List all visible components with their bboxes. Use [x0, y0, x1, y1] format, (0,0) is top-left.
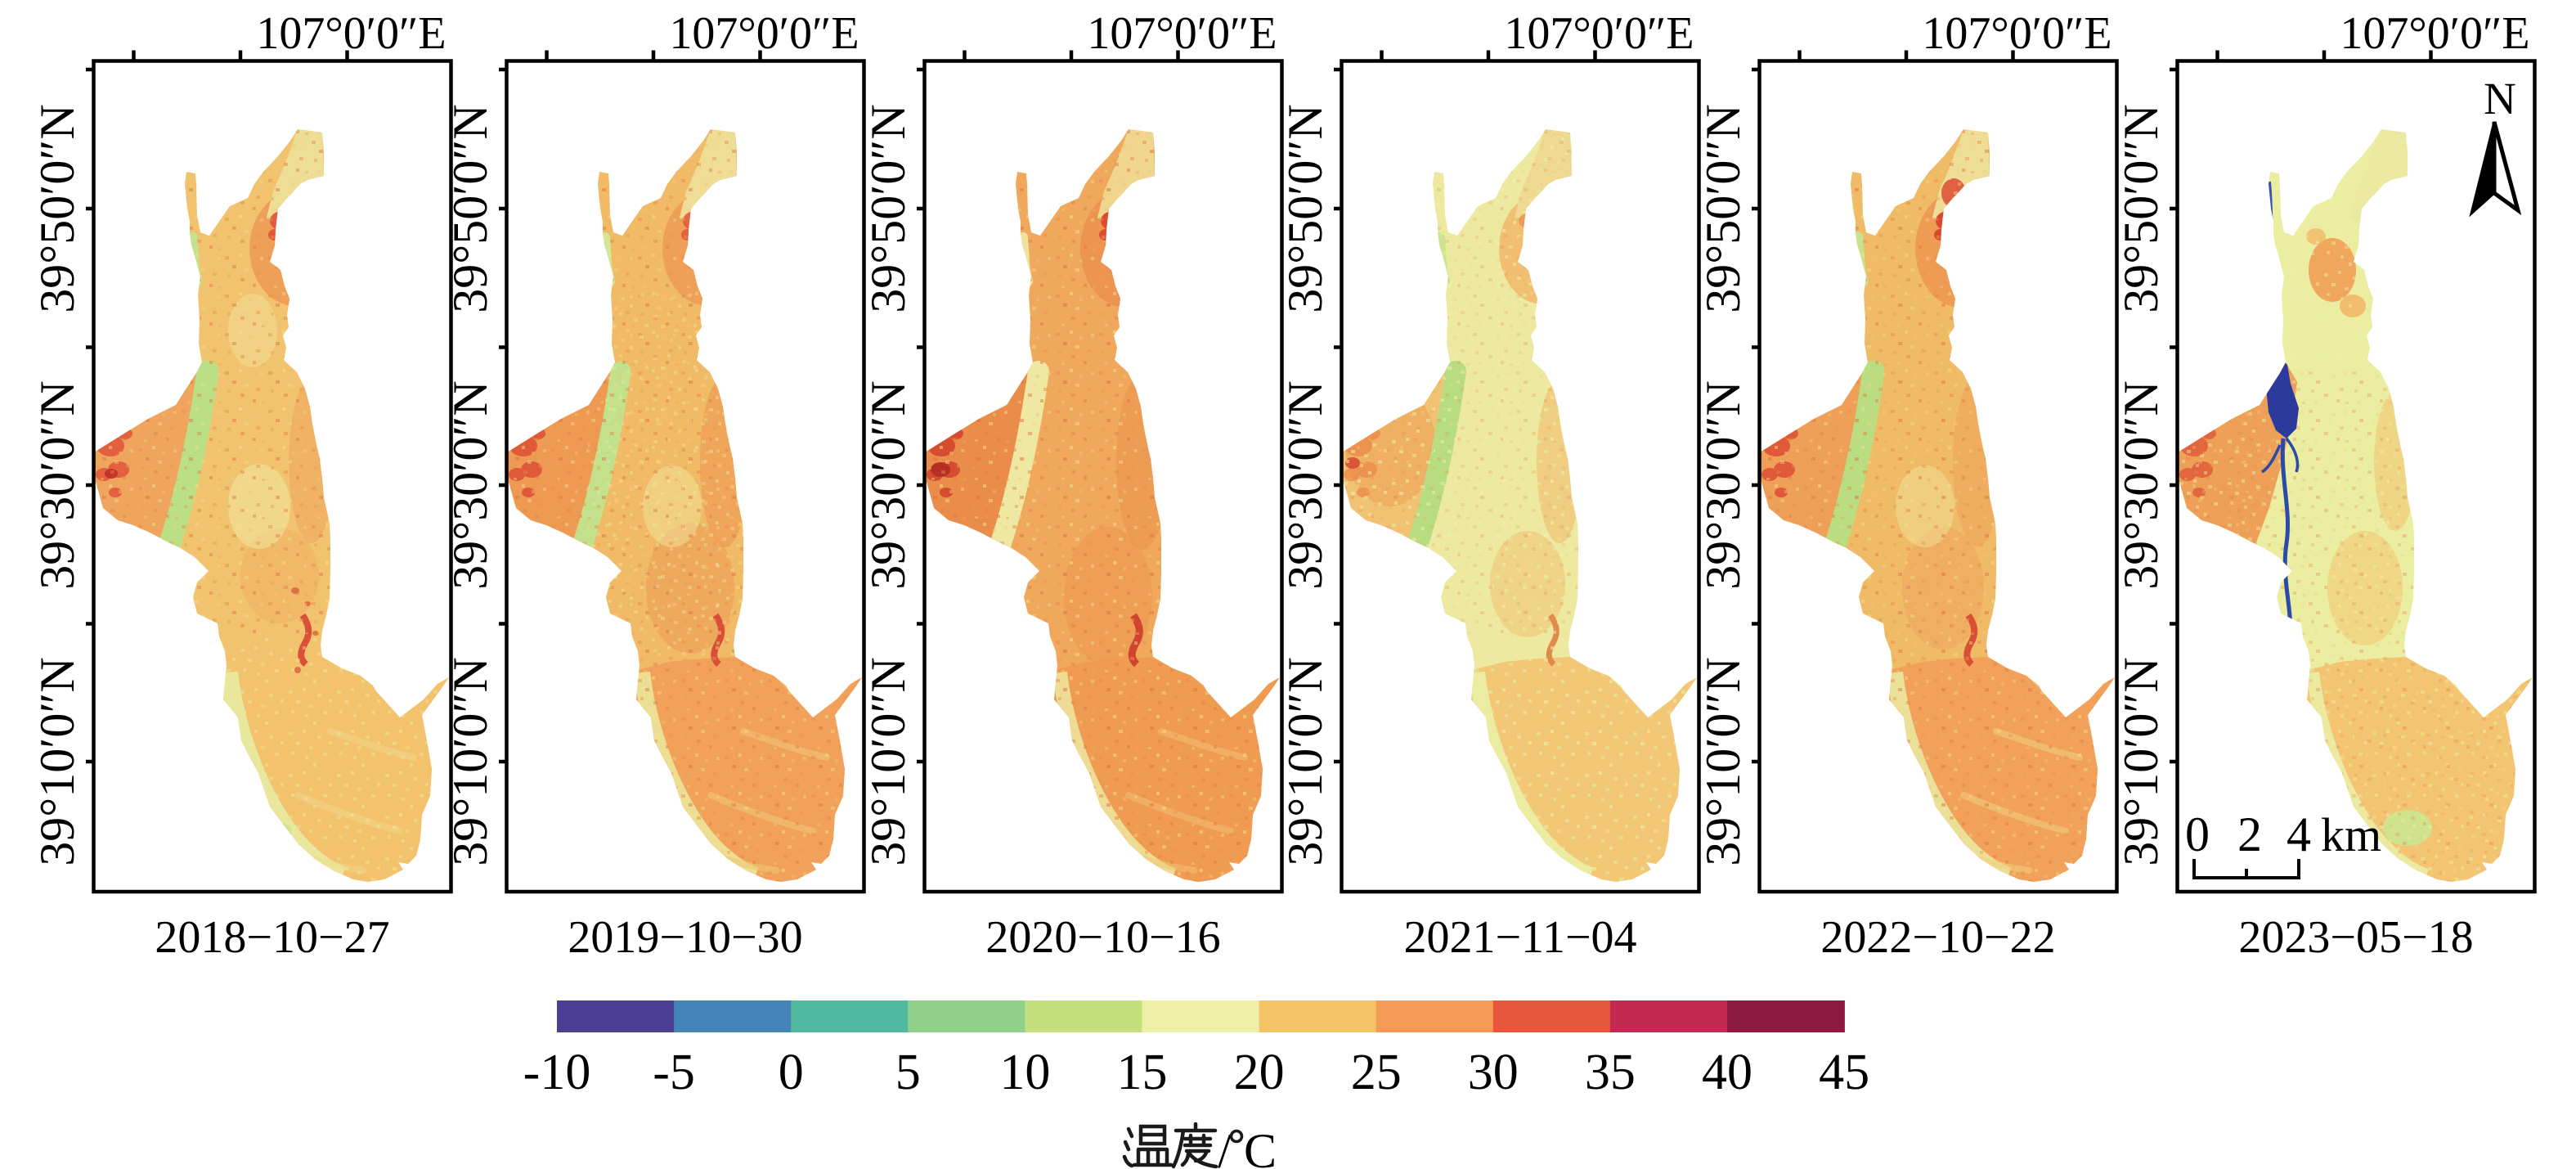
- svg-text:107°0′0″E: 107°0′0″E: [669, 8, 859, 59]
- svg-text:39°50′0″N: 39°50′0″N: [1696, 104, 1750, 312]
- svg-text:39°50′0″N: 39°50′0″N: [2114, 104, 2168, 312]
- svg-text:35: 35: [1585, 1045, 1636, 1100]
- svg-text:39°30′0″N: 39°30′0″N: [30, 380, 84, 589]
- svg-text:39°50′0″N: 39°50′0″N: [1278, 104, 1332, 312]
- svg-text:2019−10−30: 2019−10−30: [568, 912, 802, 963]
- svg-text:39°10′0″N: 39°10′0″N: [1278, 657, 1332, 866]
- svg-text:-10: -10: [523, 1045, 591, 1100]
- svg-text:39°10′0″N: 39°10′0″N: [1696, 657, 1750, 866]
- svg-text:2020−10−16: 2020−10−16: [985, 912, 1220, 963]
- svg-text:45: 45: [1819, 1045, 1869, 1100]
- svg-text:2: 2: [2237, 807, 2262, 861]
- svg-text:0: 0: [779, 1045, 804, 1100]
- svg-text:10: 10: [999, 1045, 1050, 1100]
- svg-text:40: 40: [1702, 1045, 1752, 1100]
- svg-text:107°0′0″E: 107°0′0″E: [1504, 8, 1694, 59]
- svg-text:39°30′0″N: 39°30′0″N: [443, 380, 497, 589]
- svg-text:30: 30: [1468, 1045, 1519, 1100]
- svg-text:39°50′0″N: 39°50′0″N: [861, 104, 915, 312]
- svg-text:39°30′0″N: 39°30′0″N: [861, 380, 915, 589]
- svg-text:39°30′0″N: 39°30′0″N: [1278, 380, 1332, 589]
- svg-text:39°10′0″N: 39°10′0″N: [443, 657, 497, 866]
- svg-text:20: 20: [1234, 1045, 1285, 1100]
- svg-text:0: 0: [2185, 807, 2210, 861]
- svg-text:39°10′0″N: 39°10′0″N: [861, 657, 915, 866]
- svg-text:107°0′0″E: 107°0′0″E: [2340, 8, 2529, 59]
- svg-text:km: km: [2321, 808, 2381, 861]
- svg-text:2018−10−27: 2018−10−27: [155, 912, 389, 963]
- svg-text:39°50′0″N: 39°50′0″N: [30, 104, 84, 312]
- svg-text:-5: -5: [653, 1045, 695, 1100]
- svg-text:5: 5: [895, 1045, 921, 1100]
- svg-text:15: 15: [1117, 1045, 1168, 1100]
- svg-text:4: 4: [2287, 807, 2311, 861]
- svg-text:C: C: [1244, 1124, 1277, 1169]
- svg-text:39°10′0″N: 39°10′0″N: [30, 657, 84, 866]
- svg-text:2023−05−18: 2023−05−18: [2238, 912, 2473, 963]
- svg-text:39°30′0″N: 39°30′0″N: [1696, 380, 1750, 589]
- svg-text:107°0′0″E: 107°0′0″E: [1087, 8, 1277, 59]
- svg-text:/: /: [1218, 1124, 1232, 1169]
- svg-text:107°0′0″E: 107°0′0″E: [1922, 8, 2112, 59]
- svg-text:39°30′0″N: 39°30′0″N: [2114, 380, 2168, 589]
- svg-text:39°50′0″N: 39°50′0″N: [443, 104, 497, 312]
- svg-text:107°0′0″E: 107°0′0″E: [256, 8, 446, 59]
- svg-text:2021−11−04: 2021−11−04: [1403, 912, 1636, 963]
- svg-text:N: N: [2484, 74, 2516, 124]
- svg-text:39°10′0″N: 39°10′0″N: [2114, 657, 2168, 866]
- svg-text:2022−10−22: 2022−10−22: [1820, 912, 2055, 963]
- svg-text:25: 25: [1351, 1045, 1402, 1100]
